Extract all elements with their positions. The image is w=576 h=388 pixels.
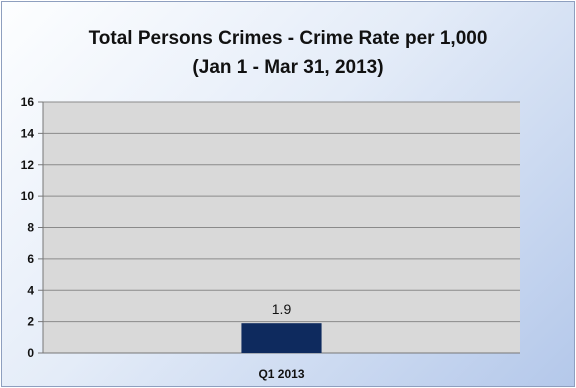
x-tick-label: Q1 2013	[258, 367, 304, 381]
y-tick-label: 12	[21, 158, 35, 172]
chart-title: Total Persons Crimes - Crime Rate per 1,…	[88, 28, 488, 49]
y-tick-label: 4	[27, 283, 34, 297]
chart-title-block: Total Persons Crimes - Crime Rate per 1,…	[2, 24, 574, 82]
data-label: 1.9	[272, 301, 292, 317]
y-tick-label: 0	[27, 346, 34, 360]
y-tick-label: 16	[21, 95, 35, 109]
y-tick-label: 8	[27, 221, 34, 235]
chart-subtitle: (Jan 1 - Mar 31, 2013)	[192, 57, 384, 78]
y-tick-label: 10	[21, 189, 35, 203]
y-tick-label: 6	[27, 252, 34, 266]
y-tick-label: 2	[27, 315, 34, 329]
bar	[241, 323, 322, 353]
y-tick-label: 14	[21, 126, 35, 140]
